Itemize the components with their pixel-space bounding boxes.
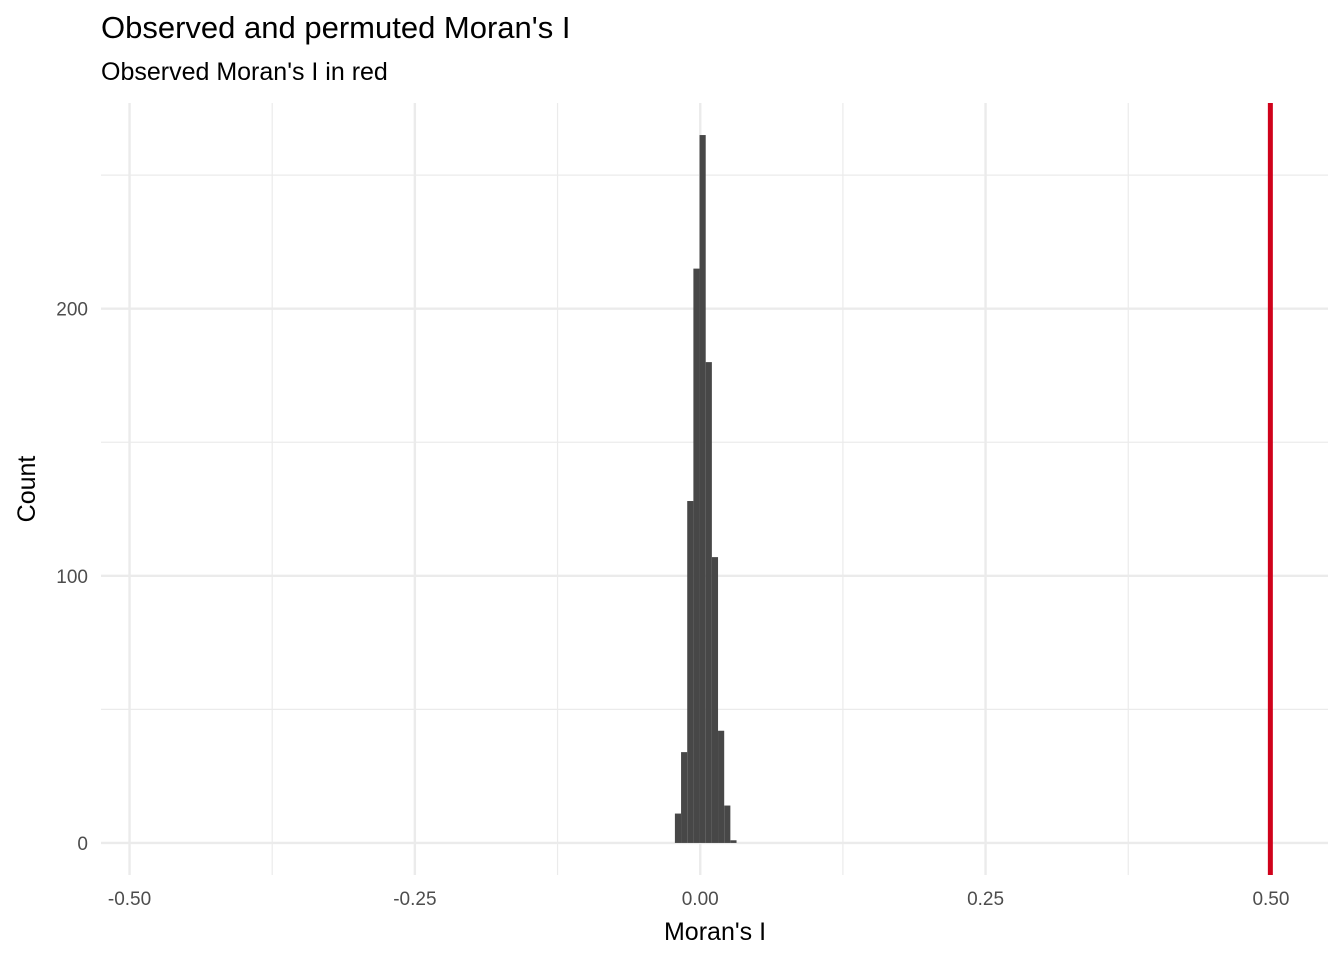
y-tick-label: 100 — [56, 567, 88, 588]
histogram-bar — [674, 813, 682, 843]
chart-title: Observed and permuted Moran's I — [101, 10, 571, 45]
x-axis-ticks: -0.50 -0.25 0.00 0.25 0.50 — [108, 889, 1290, 910]
histogram-bar — [718, 730, 725, 843]
minor-gridlines — [101, 103, 1328, 875]
y-tick-label: 0 — [77, 834, 88, 855]
x-tick-label: 0.00 — [682, 889, 719, 910]
x-tick-label: -0.50 — [108, 889, 151, 910]
y-axis-title: Count — [13, 456, 41, 523]
histogram-bar — [711, 557, 719, 843]
histogram-bar — [699, 135, 706, 843]
histogram-bar — [705, 362, 712, 843]
y-tick-label: 200 — [56, 300, 88, 321]
x-axis-title: Moran's I — [664, 918, 766, 946]
histogram-bars — [674, 135, 737, 843]
x-tick-label: 0.50 — [1252, 889, 1289, 910]
x-tick-label: 0.25 — [967, 889, 1004, 910]
y-axis-ticks: 0 100 200 — [56, 300, 88, 855]
histogram-bar — [730, 840, 737, 843]
x-tick-label: -0.25 — [393, 889, 436, 910]
histogram-bar — [681, 752, 688, 843]
histogram-bar — [724, 805, 731, 843]
histogram-bar — [687, 501, 694, 843]
chart-subtitle: Observed Moran's I in red — [101, 58, 388, 86]
histogram-bar — [693, 268, 700, 843]
